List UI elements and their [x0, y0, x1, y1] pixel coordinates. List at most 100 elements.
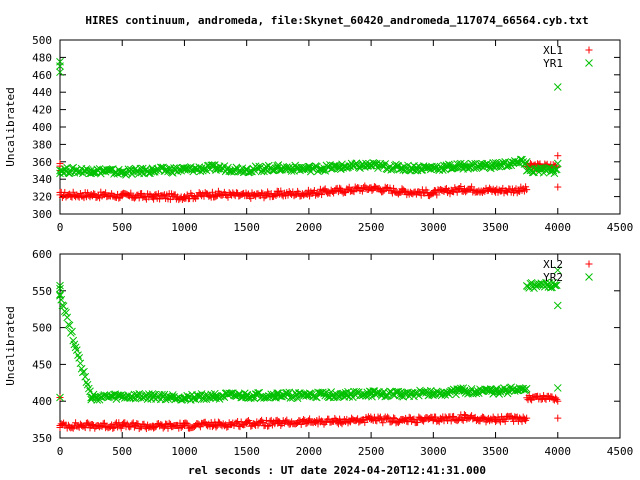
point-YR1-12 — [336, 163, 344, 171]
band-point-YR2 — [520, 386, 529, 395]
point-XL2-9 — [305, 418, 313, 426]
band-point-YR1 — [393, 161, 402, 170]
x-tick-label-1-2: 1000 — [171, 445, 198, 458]
band-point-YR2 — [80, 367, 88, 376]
y-tick-label-0-6: 420 — [32, 104, 52, 117]
chart-title: HIRES continuum, andromeda, file:Skynet_… — [85, 14, 588, 27]
point-YR2-9 — [242, 392, 251, 400]
point-YR1-11 — [305, 164, 313, 173]
point-XL2-2 — [87, 421, 95, 429]
x-tick-label-1-3: 1500 — [233, 445, 260, 458]
point-YR1-2 — [56, 68, 64, 77]
band-point-YR1 — [274, 161, 283, 169]
point-XL2-8 — [274, 419, 282, 427]
y-tick-label-1-0: 350 — [32, 432, 52, 445]
band-point-YR1 — [356, 164, 364, 173]
y-axis-label-1: Uncalibrated — [4, 306, 17, 385]
point-YR1-8 — [211, 164, 220, 172]
point-XL2-3 — [118, 421, 126, 429]
point-YR1-7 — [180, 165, 189, 174]
band-point-XL2 — [405, 413, 413, 421]
band-point-XL2 — [297, 420, 305, 428]
x-tick-label-0-1: 500 — [112, 221, 132, 234]
point-XL1-6 — [149, 193, 157, 201]
band-point-YR1 — [521, 159, 530, 168]
point-XL2-7 — [243, 419, 251, 427]
point-YR2-20 — [553, 266, 562, 275]
point-YR2-17 — [491, 387, 500, 396]
band-point-XL1 — [415, 188, 423, 196]
band-point-YR1 — [417, 166, 426, 174]
band-point-YR2 — [68, 327, 76, 336]
point-XL1-8 — [212, 190, 220, 198]
band-point-YR2 — [545, 279, 554, 287]
band-point-YR2 — [72, 346, 81, 355]
point-XL2-1 — [56, 421, 64, 429]
point-YR1-3 — [56, 166, 64, 175]
band-point-XL2 — [387, 418, 395, 426]
point-XL1-4 — [87, 191, 95, 199]
band-point-XL1 — [390, 184, 398, 192]
band-point-YR2 — [167, 393, 176, 402]
band-point-XL2 — [109, 424, 117, 432]
point-YR1-1 — [56, 62, 64, 70]
band-point-YR1 — [126, 165, 135, 174]
band-point-XL2 — [501, 417, 509, 425]
band-point-YR1 — [336, 165, 345, 174]
y-tick-label-0-10: 500 — [32, 34, 52, 47]
band-point-XL1 — [379, 188, 387, 196]
band-point-YR2 — [552, 281, 561, 290]
point-YR2-2 — [56, 290, 64, 299]
band-point-XL2 — [331, 414, 339, 422]
band-point-YR2 — [65, 321, 74, 330]
point-XL2-16 — [523, 414, 531, 422]
point-YR2-12 — [336, 390, 344, 399]
x-axis-label: rel seconds : UT date 2024-04-20T12:41:3… — [188, 464, 486, 477]
y-tick-label-0-5: 400 — [32, 121, 52, 134]
point-YR2-3 — [56, 393, 64, 402]
point-YR2-1 — [56, 284, 64, 293]
band-point-XL2 — [88, 420, 96, 428]
band-point-XL2 — [454, 416, 462, 424]
band-point-YR2 — [84, 384, 93, 393]
band-point-YR1 — [346, 162, 355, 171]
point-YR1-16 — [460, 162, 469, 171]
point-YR2-6 — [149, 392, 158, 401]
band-point-XL2 — [390, 414, 398, 422]
y-tick-label-0-1: 320 — [32, 191, 52, 204]
band-point-YR2 — [485, 387, 494, 395]
band-point-YR2 — [359, 390, 368, 399]
x-tick-label-1-7: 3500 — [482, 445, 509, 458]
point-XL2-15 — [492, 416, 500, 424]
point-XL1-13 — [367, 184, 375, 192]
band-point-XL2 — [385, 414, 393, 422]
point-XL2-10 — [336, 417, 344, 425]
x-tick-label-0-0: 0 — [57, 221, 64, 234]
band-point-XL2 — [164, 424, 172, 432]
legend-marker-YR1 — [585, 59, 593, 67]
band-point-YR1 — [358, 159, 367, 168]
point-XL1-18 — [523, 186, 531, 194]
band-point-XL1 — [258, 189, 266, 197]
y-tick-label-0-0: 300 — [32, 208, 52, 221]
band-point-XL2 — [266, 417, 274, 425]
band-point-YR2 — [59, 302, 68, 310]
point-YR2-4 — [87, 393, 95, 402]
y-tick-label-0-4: 380 — [32, 138, 52, 151]
x-tick-label-1-9: 4500 — [607, 445, 634, 458]
y-tick-label-1-2: 450 — [32, 358, 52, 371]
legend-label-XL1: XL1 — [543, 44, 563, 57]
point-YR1-10 — [273, 164, 282, 172]
band-point-XL1 — [318, 191, 326, 199]
point-YR1-9 — [242, 165, 251, 174]
point-XL2-17 — [554, 414, 562, 422]
legend-label-XL2: XL2 — [543, 258, 563, 271]
point-XL1-10 — [274, 190, 282, 198]
band-point-XL1 — [277, 187, 285, 195]
point-YR2-15 — [429, 389, 438, 397]
legend-label-YR2: YR2 — [543, 271, 563, 284]
x-tick-label-0-7: 3500 — [482, 221, 509, 234]
band-point-XL1 — [522, 183, 530, 191]
band-point-YR2 — [71, 343, 80, 352]
